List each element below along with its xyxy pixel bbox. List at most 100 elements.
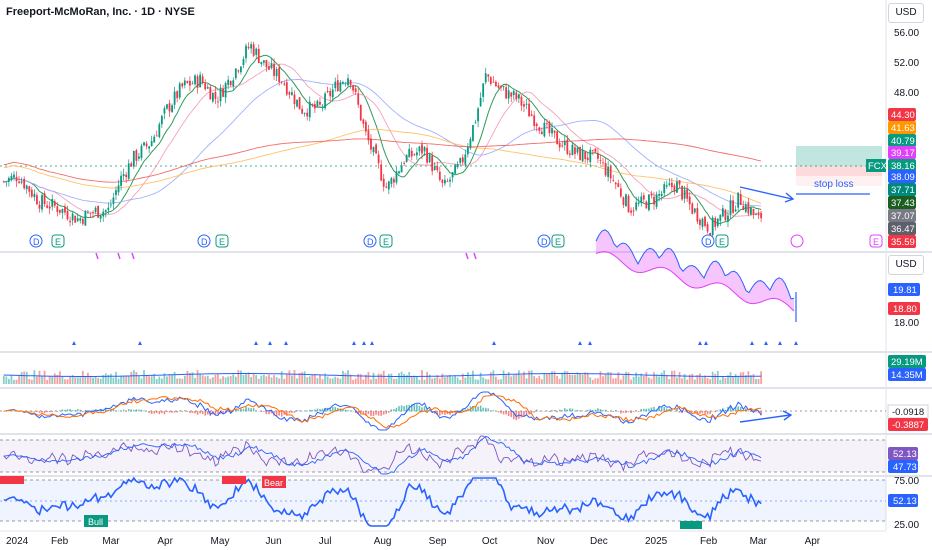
dividend-marker[interactable] <box>363 234 377 248</box>
earnings-marker[interactable] <box>715 234 729 248</box>
volume-bar <box>181 378 184 384</box>
macd-histogram-bar <box>416 404 418 412</box>
volume-bar <box>204 376 207 384</box>
volume-bar <box>321 379 324 384</box>
candle <box>349 79 352 86</box>
value-label-text: 19.81 <box>893 285 917 296</box>
volume-bar <box>275 377 278 384</box>
macd-histogram-bar <box>214 411 217 415</box>
macd-arrow[interactable] <box>739 414 791 423</box>
volume-bar <box>645 372 648 384</box>
candle <box>701 218 704 227</box>
dividend-marker[interactable] <box>701 234 715 248</box>
candle <box>115 190 117 196</box>
macd-histogram-bar <box>706 411 709 415</box>
split-marker[interactable] <box>790 234 804 248</box>
volume-bar <box>693 379 696 384</box>
position-profit-zone[interactable] <box>796 146 882 166</box>
candle <box>362 119 365 124</box>
macd-histogram-bar <box>61 409 64 412</box>
candle <box>92 212 94 214</box>
macd-histogram-bar <box>581 410 584 412</box>
volume-bar <box>670 370 673 384</box>
candle <box>497 85 500 88</box>
volume-bar <box>219 378 222 384</box>
volume-bar <box>658 376 661 384</box>
earnings-marker[interactable] <box>51 234 65 248</box>
macd-histogram-bar <box>92 409 94 412</box>
volume-bar <box>737 376 740 384</box>
candle <box>81 219 84 224</box>
candle <box>530 114 533 116</box>
volume-bar <box>413 375 416 384</box>
macd-histogram-bar <box>38 411 41 413</box>
volume-bar <box>640 373 643 384</box>
price-label-text: 37.43 <box>891 198 915 209</box>
volume-bar <box>561 372 564 384</box>
volume-bar <box>612 378 615 384</box>
dividend-marker[interactable] <box>197 234 211 248</box>
volume-bar <box>469 376 472 384</box>
volume-bar <box>426 371 428 384</box>
macd-histogram-bar <box>359 411 362 413</box>
price-axis[interactable]: 56.00 52.00 48.00 <box>894 28 919 99</box>
macd-histogram-bar <box>734 406 737 412</box>
time-axis[interactable]: 2024 Feb Mar Apr May Jun Jul Aug Sep Oct Nov Dec 202… <box>6 536 821 547</box>
volume-label-text: 14.35M <box>891 370 923 381</box>
volume-bar <box>229 376 232 384</box>
candle <box>444 179 446 184</box>
currency-button[interactable]: USD <box>888 3 924 23</box>
volume-bar <box>33 370 36 384</box>
signal-triangle <box>764 341 768 345</box>
candle <box>342 82 344 84</box>
moving-average-line <box>3 128 762 204</box>
macd-histogram-bar <box>232 411 235 412</box>
macd-histogram-bar <box>117 410 120 412</box>
candle <box>217 101 219 103</box>
stop-loss-label-box[interactable] <box>796 176 882 190</box>
candle <box>642 195 645 200</box>
candle <box>584 151 587 160</box>
volume-bar <box>64 379 66 384</box>
dividend-marker[interactable] <box>29 234 43 248</box>
candle <box>676 181 678 193</box>
macd-histogram-bar <box>74 410 76 412</box>
volume-bar <box>372 372 375 384</box>
volume-bar <box>303 371 306 384</box>
macd-signal-line <box>3 394 762 429</box>
volume-bar <box>102 375 105 384</box>
trend-arrow[interactable] <box>739 186 793 200</box>
candle <box>158 124 161 137</box>
candles-layer <box>2 41 763 237</box>
candle <box>413 154 416 156</box>
macd-histogram-bar <box>43 411 46 414</box>
macd-histogram-bar <box>331 407 334 412</box>
earnings-marker[interactable] <box>379 234 393 248</box>
currency-button-lower[interactable]: USD <box>888 255 924 275</box>
macd-histogram-bar <box>390 409 393 412</box>
macd-histogram-bar <box>41 411 43 413</box>
macd-histogram-bar <box>439 411 441 416</box>
volume-bar <box>38 370 41 384</box>
earnings-marker[interactable] <box>551 234 565 248</box>
macd-histogram-bar <box>553 409 556 412</box>
dividend-marker[interactable] <box>537 234 551 248</box>
volume-bar <box>599 371 602 384</box>
macd-histogram-bar <box>658 405 660 412</box>
osc-tick: 25.00 <box>894 520 919 531</box>
earnings-marker[interactable] <box>215 234 229 248</box>
volume-bar <box>390 373 393 384</box>
volume-bar <box>155 379 158 384</box>
area-tick-mark <box>95 252 99 260</box>
candle <box>87 212 89 214</box>
candle <box>716 218 719 227</box>
earnings-marker[interactable] <box>869 234 883 248</box>
earnings-marker-letter: E <box>719 237 725 247</box>
candle <box>104 210 107 213</box>
volume-bar <box>48 375 51 384</box>
macd-histogram-bar <box>574 410 576 412</box>
macd-histogram-bar <box>515 411 518 421</box>
candle <box>393 179 395 183</box>
candle <box>199 74 202 88</box>
